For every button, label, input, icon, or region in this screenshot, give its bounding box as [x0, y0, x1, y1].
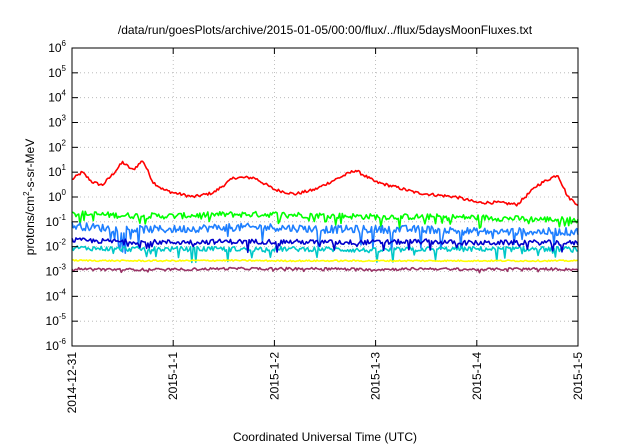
y-axis-label: protons/cm2-s-sr-MeV [22, 139, 37, 255]
chart-title: /data/run/goesPlots/archive/2015-01-05/0… [118, 23, 533, 37]
series-lines [71, 160, 579, 274]
x-tick-label: 2015-1-2 [267, 352, 281, 400]
y-tick-label: 102 [48, 138, 66, 154]
x-tick-label: 2015-1-3 [369, 352, 383, 400]
y-tick-label: 103 [48, 114, 66, 130]
series-line-5 [71, 258, 578, 263]
y-axis: 10-6 10-5 10-4 10-3 10-2 10-1 100 101 102 103 104 1… [46, 39, 578, 353]
y-tick-label: 101 [48, 163, 66, 179]
y-tick-label: 10-1 [46, 213, 67, 229]
y-tick-label: 100 [48, 188, 66, 204]
y-tick-label: 10-2 [46, 238, 67, 254]
series-line-1 [71, 210, 579, 230]
series-line-3 [71, 245, 579, 264]
y-tick-label: 10-4 [46, 287, 67, 303]
series-line-2 [71, 222, 579, 254]
grid [72, 48, 578, 346]
x-axis-label: Coordinated Universal Time (UTC) [233, 430, 417, 444]
y-tick-label: 106 [48, 39, 66, 55]
x-axis: 2014-12-31 2015-1-1 2015-1-2 2015-1-3 2015-1… [65, 48, 585, 413]
series-line-0 [72, 160, 579, 207]
y-tick-label: 10-3 [46, 263, 67, 279]
x-tick-label: 2015-1-4 [470, 352, 484, 400]
y-tick-label: 105 [48, 64, 66, 80]
series-line-4 [71, 237, 579, 254]
y-tick-label: 104 [48, 89, 66, 105]
x-tick-label: 2015-1-5 [571, 352, 585, 400]
x-tick-label: 2015-1-1 [166, 352, 180, 400]
x-tick-label: 2014-12-31 [65, 352, 79, 414]
y-tick-label: 10-6 [46, 337, 67, 353]
series-line-6 [71, 266, 579, 274]
y-tick-label: 10-5 [46, 312, 67, 328]
